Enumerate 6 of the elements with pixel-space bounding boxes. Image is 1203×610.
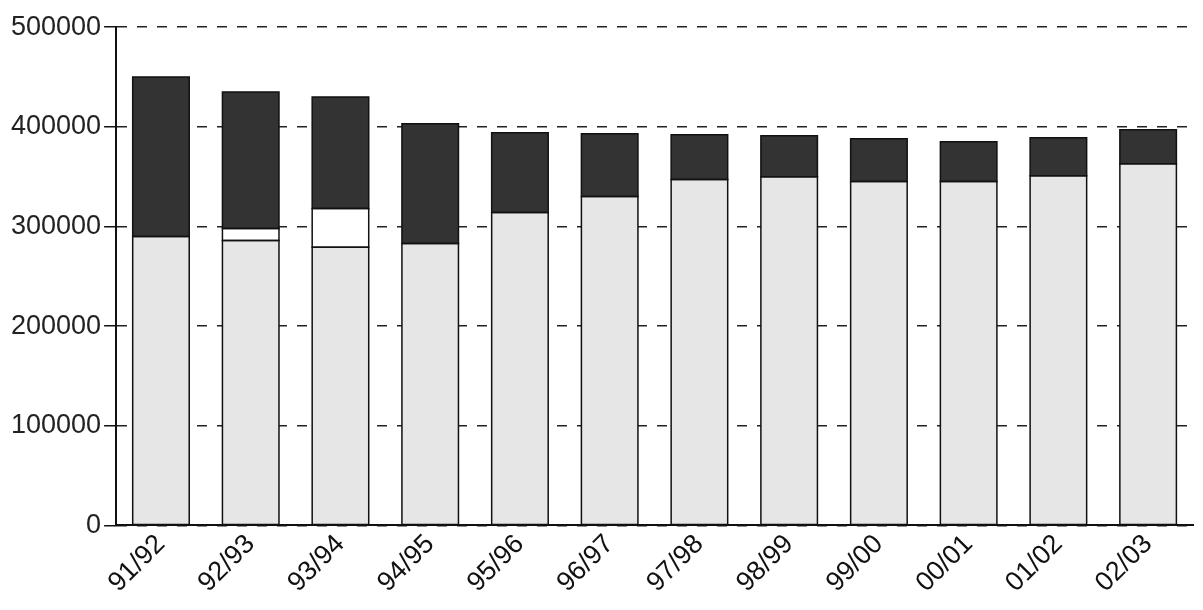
y-tick-label: 400000	[10, 110, 102, 141]
y-tick-label: 0	[86, 508, 102, 539]
y-tick-label: 100000	[10, 409, 102, 440]
y-tick-label: 500000	[10, 10, 102, 41]
y-tick-label: 200000	[10, 309, 102, 340]
y-tick-label: 300000	[10, 209, 102, 240]
